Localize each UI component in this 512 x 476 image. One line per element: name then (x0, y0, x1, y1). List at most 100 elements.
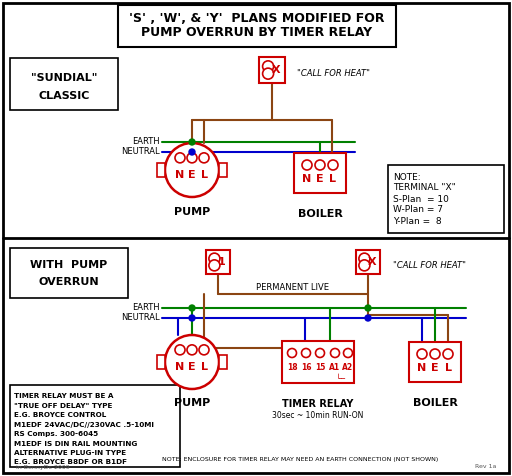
Text: 1: 1 (218, 257, 225, 267)
Text: NOTE: ENCLOSURE FOR TIMER RELAY MAY NEED AN EARTH CONNECTION (NOT SHOWN): NOTE: ENCLOSURE FOR TIMER RELAY MAY NEED… (162, 457, 438, 463)
FancyBboxPatch shape (157, 355, 165, 369)
Text: Rev 1a: Rev 1a (475, 465, 496, 469)
Text: TIMER RELAY MUST BE A: TIMER RELAY MUST BE A (14, 393, 114, 399)
Text: TIMER RELAY: TIMER RELAY (282, 399, 354, 409)
Circle shape (417, 349, 427, 359)
Text: "CALL FOR HEAT": "CALL FOR HEAT" (297, 69, 370, 78)
Text: 30sec ~ 10min RUN-ON: 30sec ~ 10min RUN-ON (272, 411, 364, 420)
Text: OVERRUN: OVERRUN (39, 277, 99, 287)
Circle shape (209, 260, 220, 271)
Text: E: E (316, 174, 324, 184)
Circle shape (189, 139, 195, 145)
Text: X: X (271, 65, 280, 75)
Text: "TRUE OFF DELAY" TYPE: "TRUE OFF DELAY" TYPE (14, 403, 112, 408)
Text: E: E (188, 170, 196, 180)
Circle shape (331, 348, 339, 357)
Text: E.G. BROYCE CONTROL: E.G. BROYCE CONTROL (14, 412, 106, 418)
Text: EARTH: EARTH (133, 304, 160, 313)
Circle shape (365, 305, 371, 311)
Text: M1EDF IS DIN RAIL MOUNTING: M1EDF IS DIN RAIL MOUNTING (14, 440, 137, 446)
Text: in BennyDc 2009: in BennyDc 2009 (16, 465, 70, 469)
FancyBboxPatch shape (388, 165, 504, 233)
Circle shape (315, 160, 325, 170)
Text: E: E (188, 362, 196, 372)
Circle shape (328, 160, 338, 170)
Text: X: X (367, 257, 376, 267)
Text: PUMP OVERRUN BY TIMER RELAY: PUMP OVERRUN BY TIMER RELAY (141, 27, 373, 40)
Text: NOTE:: NOTE: (393, 172, 421, 181)
Text: N: N (176, 362, 185, 372)
Text: ALTERNATIVE PLUG-IN TYPE: ALTERNATIVE PLUG-IN TYPE (14, 450, 126, 456)
Text: 16: 16 (301, 363, 311, 371)
FancyBboxPatch shape (219, 355, 227, 369)
Text: L: L (201, 362, 207, 372)
FancyBboxPatch shape (356, 250, 380, 274)
Text: S-Plan  = 10: S-Plan = 10 (393, 195, 449, 204)
Circle shape (165, 335, 219, 389)
Text: CLASSIC: CLASSIC (38, 91, 90, 101)
Circle shape (443, 349, 453, 359)
Text: WITH  PUMP: WITH PUMP (30, 260, 108, 270)
Text: 'S' , 'W', & 'Y'  PLANS MODIFIED FOR: 'S' , 'W', & 'Y' PLANS MODIFIED FOR (129, 12, 385, 26)
Circle shape (430, 349, 440, 359)
FancyBboxPatch shape (10, 248, 128, 298)
FancyBboxPatch shape (294, 153, 346, 193)
Circle shape (187, 345, 197, 355)
Text: "SUNDIAL": "SUNDIAL" (31, 73, 97, 83)
Circle shape (175, 153, 185, 163)
FancyBboxPatch shape (118, 5, 396, 47)
Circle shape (209, 253, 220, 264)
Text: 18: 18 (287, 363, 297, 371)
Text: W-Plan = 7: W-Plan = 7 (393, 206, 443, 215)
Text: RS Comps. 300-6045: RS Comps. 300-6045 (14, 431, 98, 437)
FancyBboxPatch shape (3, 3, 509, 473)
Text: └─: └─ (336, 375, 346, 384)
Circle shape (288, 348, 296, 357)
Circle shape (263, 68, 273, 79)
Text: "CALL FOR HEAT": "CALL FOR HEAT" (393, 260, 466, 269)
Text: N: N (303, 174, 312, 184)
Circle shape (165, 143, 219, 197)
Text: A2: A2 (343, 363, 354, 371)
FancyBboxPatch shape (157, 163, 165, 177)
Text: L: L (444, 363, 452, 373)
Text: NEUTRAL: NEUTRAL (121, 314, 160, 323)
Circle shape (315, 348, 325, 357)
Text: L: L (201, 170, 207, 180)
Text: PUMP: PUMP (174, 398, 210, 408)
Circle shape (359, 260, 370, 271)
Circle shape (302, 348, 310, 357)
Circle shape (365, 315, 371, 321)
Circle shape (302, 160, 312, 170)
Text: PUMP: PUMP (174, 207, 210, 217)
Text: A1: A1 (329, 363, 340, 371)
Text: E: E (431, 363, 439, 373)
Circle shape (175, 345, 185, 355)
Circle shape (187, 153, 197, 163)
Text: PERMANENT LIVE: PERMANENT LIVE (255, 284, 329, 292)
Text: N: N (176, 170, 185, 180)
Circle shape (189, 149, 195, 155)
FancyBboxPatch shape (10, 58, 118, 110)
Text: E.G. BROYCE B8DF OR B1DF: E.G. BROYCE B8DF OR B1DF (14, 459, 127, 466)
Text: Y-Plan =  8: Y-Plan = 8 (393, 217, 442, 226)
Text: BOILER: BOILER (297, 209, 343, 219)
Text: N: N (417, 363, 426, 373)
Text: TERMINAL "X": TERMINAL "X" (393, 184, 456, 192)
FancyBboxPatch shape (282, 341, 354, 383)
Text: BOILER: BOILER (413, 398, 457, 408)
Circle shape (189, 315, 195, 321)
Circle shape (189, 305, 195, 311)
Text: L: L (330, 174, 336, 184)
FancyBboxPatch shape (10, 385, 180, 467)
FancyBboxPatch shape (206, 250, 230, 274)
FancyBboxPatch shape (259, 57, 285, 83)
Text: EARTH: EARTH (133, 138, 160, 147)
FancyBboxPatch shape (409, 342, 461, 382)
Circle shape (199, 153, 209, 163)
Text: M1EDF 24VAC/DC//230VAC .5-10MI: M1EDF 24VAC/DC//230VAC .5-10MI (14, 422, 154, 427)
FancyBboxPatch shape (219, 163, 227, 177)
Circle shape (344, 348, 352, 357)
Text: 15: 15 (315, 363, 325, 371)
Circle shape (359, 253, 370, 264)
